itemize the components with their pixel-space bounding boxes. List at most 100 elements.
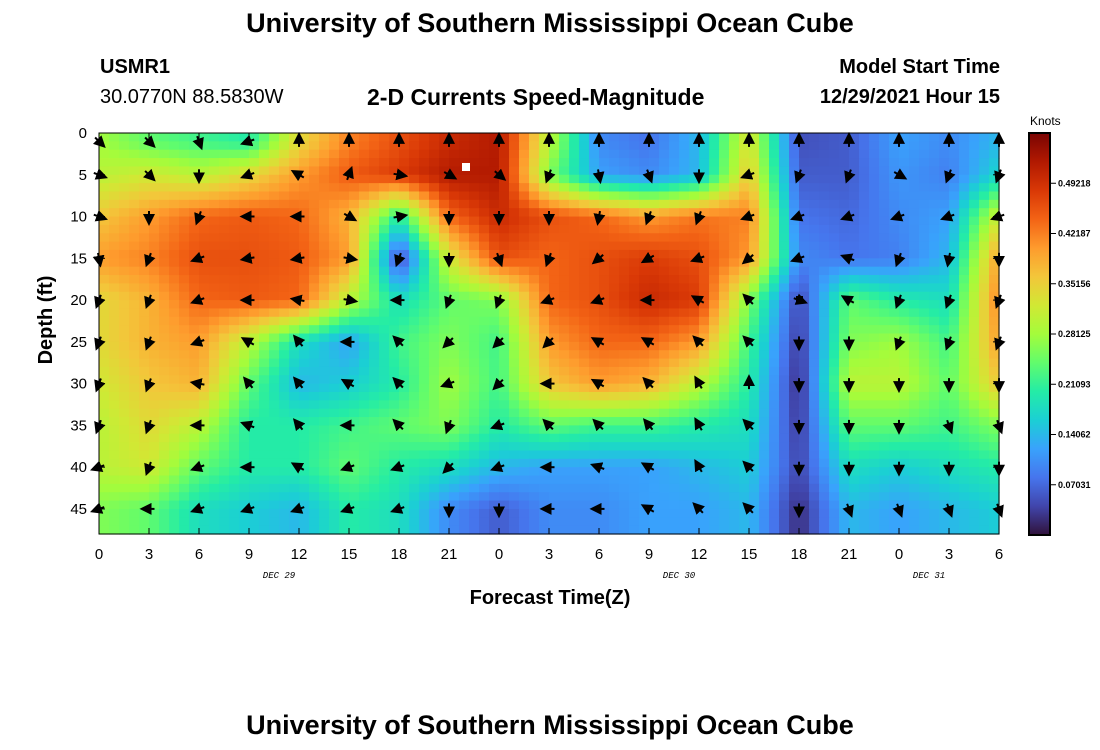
heatmap-cell [819,208,830,218]
heatmap-cell [739,233,750,243]
heatmap-cell [249,158,260,168]
heatmap-cell [849,149,860,159]
heatmap-cell [249,283,260,293]
heatmap-cell [119,425,130,435]
heatmap-cell [179,158,190,168]
heatmap-cell [449,442,460,452]
heatmap-cell [909,300,920,310]
heatmap-cell [879,358,890,368]
heatmap-cell [969,408,980,418]
heatmap-cell [579,291,590,301]
heatmap-cell [639,266,650,276]
heatmap-cell [279,233,290,243]
heatmap-cell [889,283,900,293]
heatmap-cell [219,375,230,385]
heatmap-cell [179,450,190,460]
heatmap-cell [719,149,730,159]
heatmap-cell [379,467,390,477]
heatmap-cell [749,433,760,443]
heatmap-cell [889,458,900,468]
heatmap-cell [489,350,500,360]
heatmap-cell [399,408,410,418]
heatmap-cell [99,383,110,393]
heatmap-cell [659,258,670,268]
heatmap-cell [859,350,870,360]
heatmap-cell [929,275,940,284]
heatmap-cell [849,525,860,535]
heatmap-cell [529,291,540,301]
heatmap-cell [349,283,360,293]
heatmap-cell [619,158,630,168]
heatmap-cell [199,283,210,293]
heatmap-cell [569,166,580,176]
heatmap-cell [649,433,660,443]
heatmap-cell [589,325,600,335]
heatmap-cell [529,300,540,310]
heatmap-cell [519,199,530,209]
heatmap-cell [309,358,320,368]
heatmap-cell [209,249,220,259]
heatmap-cell [529,316,540,326]
heatmap-cell [309,500,320,510]
heatmap-cell [549,450,560,460]
heatmap-cell [729,233,740,243]
heatmap-cell [979,183,990,193]
heatmap-cell [819,475,830,485]
heatmap-cell [789,358,800,368]
heatmap-cell [119,483,130,493]
heatmap-cell [959,442,970,452]
heatmap-cell [519,425,530,435]
heatmap-cell [339,199,350,209]
heatmap-cell [649,525,660,535]
heatmap-cell [649,325,660,335]
heatmap-cell [759,233,770,243]
y-tick-label: 25 [70,334,87,351]
heatmap-cell [419,417,430,426]
heatmap-cell [299,391,310,401]
heatmap-cell [199,199,210,209]
heatmap-cell [629,183,640,193]
heatmap-cell [689,233,700,243]
heatmap-cell [309,408,320,418]
heatmap-cell [969,341,980,351]
heatmap-cell [719,199,730,209]
heatmap-cell [979,233,990,243]
heatmap-cell [569,433,580,443]
heatmap-cell [349,241,360,251]
heatmap-cell [379,216,390,226]
heatmap-cell [409,233,420,243]
heatmap-cell [209,483,220,493]
heatmap-cell [989,158,1000,168]
heatmap-cell [559,208,570,218]
heatmap-cell [879,475,890,485]
heatmap-cell [859,258,870,268]
heatmap-cell [299,475,310,485]
heatmap-cell [459,224,470,234]
heatmap-cell [669,133,680,142]
heatmap-cell [459,525,470,535]
heatmap-cell [129,208,140,218]
heatmap-cell [309,366,320,376]
heatmap-cell [449,408,460,418]
current-arrow [189,378,205,390]
heatmap-cell [359,291,370,301]
heatmap-cell [879,266,890,276]
heatmap-cell [139,191,150,201]
heatmap-cell [649,241,660,251]
heatmap-cell [429,442,440,452]
heatmap-cell [529,166,540,176]
heatmap-cell [329,383,340,393]
heatmap-cell [769,475,780,485]
heatmap-cell [629,316,640,326]
heatmap-cell [539,492,550,502]
heatmap-cell [829,391,840,401]
heatmap-cell [139,508,150,518]
heatmap-cell [929,358,940,368]
heatmap-cell [499,517,510,527]
heatmap-cell [429,183,440,193]
heatmap-cell [839,508,850,518]
heatmap-cell [989,525,1000,535]
heatmap-cell [499,417,510,426]
heatmap-cell [219,233,230,243]
heatmap-cell [609,174,620,184]
